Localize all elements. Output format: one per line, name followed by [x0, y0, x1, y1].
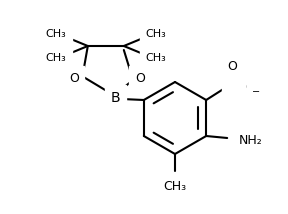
Text: CH₃: CH₃	[163, 180, 187, 193]
Text: O: O	[245, 80, 255, 94]
Text: O: O	[69, 71, 79, 85]
Text: CH₃: CH₃	[46, 29, 66, 39]
Text: −: −	[252, 87, 260, 97]
Text: B: B	[111, 91, 121, 105]
Text: +: +	[235, 73, 242, 83]
Text: N: N	[228, 77, 237, 91]
Text: CH₃: CH₃	[145, 53, 166, 63]
Text: CH₃: CH₃	[46, 53, 66, 63]
Text: O: O	[135, 71, 145, 85]
Text: CH₃: CH₃	[145, 29, 166, 39]
Text: NH₂: NH₂	[239, 134, 263, 147]
Text: O: O	[227, 61, 237, 73]
